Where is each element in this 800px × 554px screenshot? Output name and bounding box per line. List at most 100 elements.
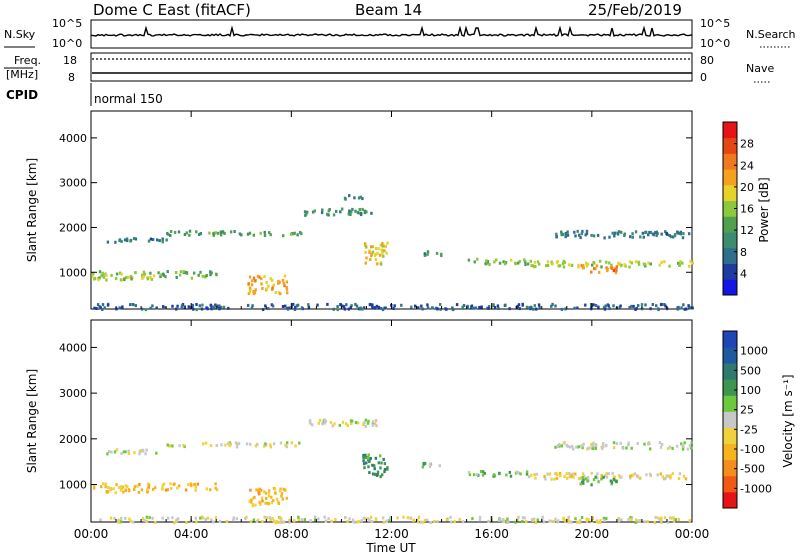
scatter-cell <box>381 242 384 245</box>
scatter-cell <box>374 422 377 426</box>
scatter-cell <box>487 519 490 523</box>
scatter-cell <box>108 450 111 453</box>
scatter-cell <box>370 252 373 256</box>
scatter-cell <box>557 519 560 523</box>
scatter-cell <box>677 305 680 309</box>
scatter-cell <box>476 257 479 261</box>
scatter-cell <box>345 303 348 307</box>
scatter-cell <box>416 518 419 522</box>
scatter-cell <box>251 504 255 508</box>
scatter-cell <box>144 308 148 312</box>
scatter-cell <box>659 303 663 307</box>
scatter-cell <box>579 482 582 486</box>
y-tick-label: 1000 <box>59 266 87 279</box>
scatter-cell <box>687 304 690 308</box>
scatter-cell <box>488 263 491 266</box>
scatter-cell <box>591 447 595 451</box>
scatter-cell <box>373 467 376 471</box>
scatter-cell <box>371 245 374 249</box>
scatter-cell <box>576 229 579 233</box>
scatter-cell <box>250 500 253 504</box>
scatter-cell <box>118 486 121 489</box>
scatter-cell <box>368 471 371 475</box>
scatter-cell <box>680 442 683 446</box>
scatter-cell <box>612 477 615 481</box>
scatter-cell <box>591 443 595 447</box>
scatter-cell <box>581 476 584 480</box>
scatter-cell <box>202 442 205 446</box>
scatter-cell <box>629 474 632 478</box>
scatter-cell <box>210 518 213 522</box>
scatter-cell <box>317 421 320 425</box>
scatter-cell <box>332 307 335 311</box>
scatter-cell <box>612 446 616 450</box>
scatter-cell <box>468 473 472 477</box>
scatter-cell <box>204 517 207 521</box>
scatter-cell <box>455 303 459 307</box>
scatter-cell <box>214 231 217 235</box>
scatter-cell <box>159 275 162 278</box>
scatter-cell <box>201 515 204 519</box>
scatter-cell <box>521 302 524 306</box>
scatter-cell <box>177 230 181 234</box>
scatter-cell <box>385 251 388 255</box>
scatter-cell <box>368 519 371 523</box>
scatter-cell <box>120 485 123 489</box>
scatter-cell <box>124 488 127 492</box>
scatter-cell <box>263 490 266 494</box>
scatter-cell <box>445 518 449 522</box>
scatter-cell <box>293 519 296 523</box>
scatter-cell <box>364 243 367 247</box>
scatter-cell <box>256 442 259 446</box>
scatter-cell <box>271 278 274 282</box>
scatter-cell <box>517 303 521 307</box>
scatter-cell <box>278 489 282 493</box>
scatter-cell <box>572 447 575 451</box>
scatter-cell <box>261 520 264 524</box>
x-axis-label: Time UT <box>365 541 416 554</box>
scatter-cell <box>571 444 574 448</box>
scatter-cell <box>277 279 280 283</box>
scatter-cell <box>101 303 105 307</box>
scatter-cell <box>261 499 264 503</box>
scatter-cell <box>610 482 613 486</box>
scatter-cell <box>580 444 584 448</box>
x-tick-label: 16:00 <box>474 527 509 541</box>
scatter-cell <box>497 307 500 310</box>
scatter-cell <box>120 452 123 455</box>
power-y-ticks: 1000 2000 3000 4000 <box>59 132 692 279</box>
scatter-cell <box>453 520 456 524</box>
scatter-cell <box>574 234 577 238</box>
scatter-cell <box>392 307 395 310</box>
scatter-cell <box>371 472 375 476</box>
scatter-cell <box>493 260 496 264</box>
scatter-cell <box>603 236 606 240</box>
colorbar-cell <box>723 216 737 233</box>
scatter-cell <box>365 256 368 260</box>
scatter-cell <box>364 453 367 457</box>
scatter-cell <box>632 304 635 308</box>
scatter-cell <box>364 517 368 521</box>
scatter-cell <box>525 305 529 309</box>
scatter-cell <box>268 516 271 520</box>
scatter-cell <box>222 305 226 309</box>
scatter-cell <box>688 444 692 448</box>
scatter-cell <box>180 306 183 310</box>
scatter-cell <box>382 516 385 520</box>
scatter-cell <box>611 231 614 235</box>
scatter-cell <box>678 263 682 267</box>
scatter-cell <box>498 471 501 475</box>
scatter-cell <box>381 251 384 255</box>
scatter-cell <box>683 441 686 445</box>
scatter-cell <box>570 520 573 524</box>
colorbar-tick-label: 100 <box>740 384 761 397</box>
scatter-cell <box>282 234 285 238</box>
scatter-cell <box>591 516 594 520</box>
scatter-cell <box>562 259 565 263</box>
scatter-cell <box>566 233 570 237</box>
scatter-cell <box>550 477 553 481</box>
scatter-cell <box>373 464 376 468</box>
scatter-cell <box>562 516 565 520</box>
scatter-cell <box>596 520 600 524</box>
scatter-cell <box>417 515 421 519</box>
